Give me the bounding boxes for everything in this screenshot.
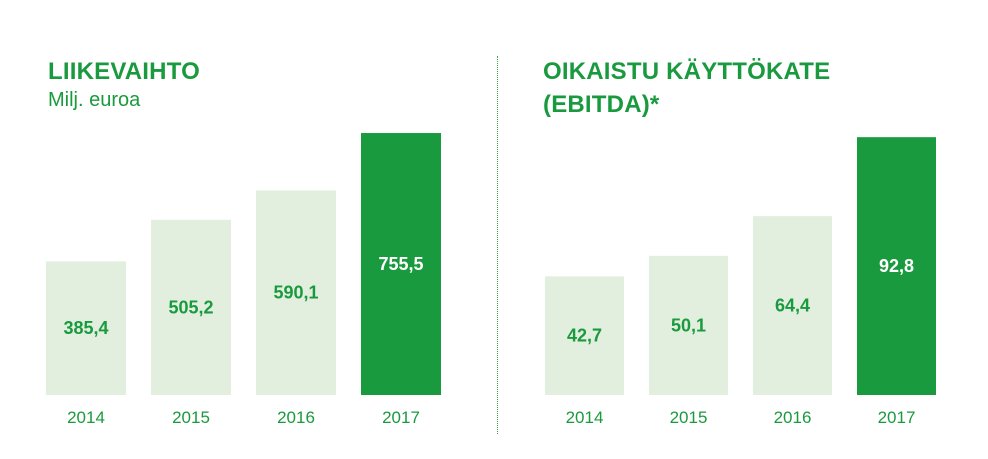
- ebitda-bar-2014: [545, 276, 624, 395]
- revenue-value-label-2014: 385,4: [63, 318, 108, 338]
- ebitda-bar-2016: [753, 216, 832, 395]
- revenue-x-tick-2016: 2016: [277, 408, 315, 427]
- revenue-value-label-2015: 505,2: [168, 297, 213, 317]
- ebitda-x-tick-2016: 2016: [774, 408, 812, 427]
- revenue-value-label-2017: 755,5: [378, 254, 423, 274]
- ebitda-bar-chart: 42,7 2014 50,1 2015 64,4 2016 92,8 2017: [545, 137, 936, 427]
- revenue-x-tick-2015: 2015: [172, 408, 210, 427]
- revenue-bar-2016: [256, 190, 336, 395]
- ebitda-chart-title: OIKAISTU KÄYTTÖKATE (EBITDA)*: [543, 55, 830, 121]
- revenue-chart-panel: LIIKEVAIHTO Milj. euroa 385,4 2014 505,2 20…: [46, 58, 441, 427]
- ebitda-x-tick-2017: 2017: [878, 408, 916, 427]
- ebitda-bar-2015: [649, 255, 728, 395]
- ebitda-title-line-2: (EBITDA)*: [543, 91, 660, 118]
- revenue-x-tick-2017: 2017: [382, 408, 420, 427]
- ebitda-x-tick-2014: 2014: [566, 408, 604, 427]
- revenue-chart-subtitle: Milj. euroa: [48, 89, 141, 111]
- ebitda-title-line-1: OIKAISTU KÄYTTÖKATE: [543, 58, 831, 85]
- ebitda-value-label-2016: 64,4: [775, 296, 810, 316]
- ebitda-value-label-2017: 92,8: [879, 256, 914, 276]
- revenue-bar-2017: [361, 133, 441, 395]
- ebitda-bar-2017: [857, 137, 936, 396]
- revenue-value-label-2016: 590,1: [273, 283, 318, 303]
- revenue-chart-title: LIIKEVAIHTO: [48, 58, 200, 85]
- revenue-bar-2015: [151, 219, 231, 395]
- revenue-bar-chart: 385,4 2014 505,2 2015 590,1 2016 755,5 2017: [46, 133, 441, 427]
- revenue-bar-2014: [46, 261, 126, 395]
- revenue-x-tick-2014: 2014: [67, 408, 105, 427]
- ebitda-x-tick-2015: 2015: [670, 408, 708, 427]
- ebitda-value-label-2014: 42,7: [567, 326, 602, 346]
- ebitda-value-label-2015: 50,1: [671, 315, 706, 335]
- ebitda-chart-panel: OIKAISTU KÄYTTÖKATE (EBITDA)* 42,7 2014 50…: [498, 0, 988, 459]
- panel-divider: [497, 56, 498, 434]
